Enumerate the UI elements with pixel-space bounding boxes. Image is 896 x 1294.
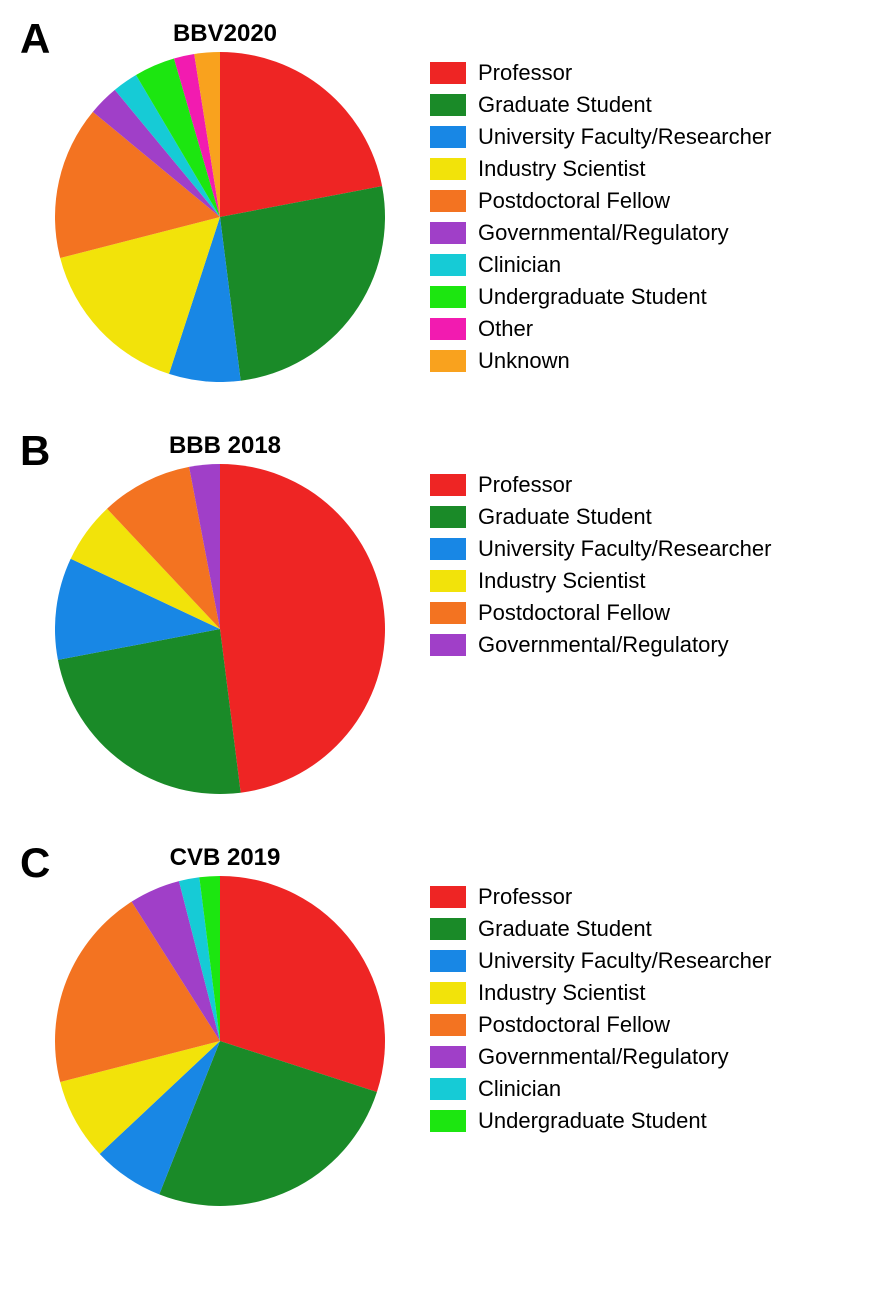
panel-label: C (20, 839, 50, 887)
pie-chart (55, 52, 385, 382)
legend-label: Graduate Student (478, 916, 652, 942)
legend-swatch (430, 1078, 466, 1100)
legend-row: Postdoctoral Fellow (430, 188, 771, 214)
legend-row: Professor (430, 472, 771, 498)
legend-row: Governmental/Regulatory (430, 220, 771, 246)
legend-label: University Faculty/Researcher (478, 124, 771, 150)
legend-label: Governmental/Regulatory (478, 1044, 729, 1070)
legend-row: Industry Scientist (430, 568, 771, 594)
chart-title: BBB 2018 (169, 432, 281, 460)
legend-swatch (430, 254, 466, 276)
legend-row: Undergraduate Student (430, 1108, 771, 1134)
legend-swatch (430, 602, 466, 624)
legend-swatch (430, 62, 466, 84)
legend-row: Industry Scientist (430, 980, 771, 1006)
pie-slice (220, 186, 385, 381)
panel: ABBV2020ProfessorGraduate StudentUnivers… (10, 20, 886, 392)
chart-title: CVB 2019 (170, 844, 281, 872)
legend-swatch (430, 886, 466, 908)
legend-row: Clinician (430, 1076, 771, 1102)
legend-label: University Faculty/Researcher (478, 536, 771, 562)
legend-swatch (430, 158, 466, 180)
legend-label: Graduate Student (478, 504, 652, 530)
legend-swatch (430, 1110, 466, 1132)
chart-column: BBV2020 (10, 20, 410, 392)
legend-label: Clinician (478, 252, 561, 278)
legend-swatch (430, 474, 466, 496)
legend-row: Unknown (430, 348, 771, 374)
legend-label: Governmental/Regulatory (478, 632, 729, 658)
panel-label: B (20, 427, 50, 475)
legend-swatch (430, 222, 466, 244)
legend-swatch (430, 126, 466, 148)
legend-row: Postdoctoral Fellow (430, 600, 771, 626)
pie-slice (220, 464, 385, 793)
panel-label: A (20, 15, 50, 63)
legend-row: Clinician (430, 252, 771, 278)
legend-label: Professor (478, 60, 572, 86)
legend-label: Industry Scientist (478, 156, 646, 182)
legend-label: Clinician (478, 1076, 561, 1102)
legend-row: Governmental/Regulatory (430, 1044, 771, 1070)
legend-label: Professor (478, 884, 572, 910)
legend-row: Industry Scientist (430, 156, 771, 182)
legend-row: University Faculty/Researcher (430, 124, 771, 150)
legend-row: University Faculty/Researcher (430, 536, 771, 562)
legend-row: Professor (430, 884, 771, 910)
legend-swatch (430, 570, 466, 592)
legend-row: Other (430, 316, 771, 342)
legend-swatch (430, 982, 466, 1004)
pie-holder (55, 464, 395, 804)
legend-label: University Faculty/Researcher (478, 948, 771, 974)
legend-row: Graduate Student (430, 504, 771, 530)
legend-label: Postdoctoral Fellow (478, 1012, 670, 1038)
legend-label: Professor (478, 472, 572, 498)
legend: Professor Graduate Student University Facu… (430, 844, 771, 1134)
legend-row: Postdoctoral Fellow (430, 1012, 771, 1038)
legend-row: Governmental/Regulatory (430, 632, 771, 658)
pie-holder (55, 876, 395, 1216)
legend-row: Graduate Student (430, 916, 771, 942)
legend-row: Graduate Student (430, 92, 771, 118)
legend-swatch (430, 634, 466, 656)
legend-label: Graduate Student (478, 92, 652, 118)
chart-column: CVB 2019 (10, 844, 410, 1216)
legend-label: Postdoctoral Fellow (478, 600, 670, 626)
legend-label: Unknown (478, 348, 570, 374)
legend-label: Postdoctoral Fellow (478, 188, 670, 214)
legend-label: Industry Scientist (478, 568, 646, 594)
pie-holder (55, 52, 395, 392)
pie-chart (55, 464, 385, 794)
chart-column: BBB 2018 (10, 432, 410, 804)
legend: Professor Graduate Student University Facu… (430, 432, 771, 658)
legend-label: Governmental/Regulatory (478, 220, 729, 246)
legend-swatch (430, 1046, 466, 1068)
legend-label: Undergraduate Student (478, 284, 707, 310)
legend-swatch (430, 350, 466, 372)
legend-swatch (430, 1014, 466, 1036)
legend-row: University Faculty/Researcher (430, 948, 771, 974)
legend-label: Industry Scientist (478, 980, 646, 1006)
legend: Professor Graduate Student University Facu… (430, 20, 771, 374)
legend-swatch (430, 318, 466, 340)
legend-swatch (430, 950, 466, 972)
legend-swatch (430, 190, 466, 212)
legend-swatch (430, 506, 466, 528)
legend-swatch (430, 94, 466, 116)
legend-swatch (430, 538, 466, 560)
chart-title: BBV2020 (173, 20, 277, 48)
legend-swatch (430, 918, 466, 940)
legend-row: Professor (430, 60, 771, 86)
legend-swatch (430, 286, 466, 308)
legend-row: Undergraduate Student (430, 284, 771, 310)
legend-label: Undergraduate Student (478, 1108, 707, 1134)
panel: BBBB 2018ProfessorGraduate StudentUniver… (10, 432, 886, 804)
legend-label: Other (478, 316, 533, 342)
panel: CCVB 2019ProfessorGraduate StudentUniver… (10, 844, 886, 1216)
pie-chart (55, 876, 385, 1206)
